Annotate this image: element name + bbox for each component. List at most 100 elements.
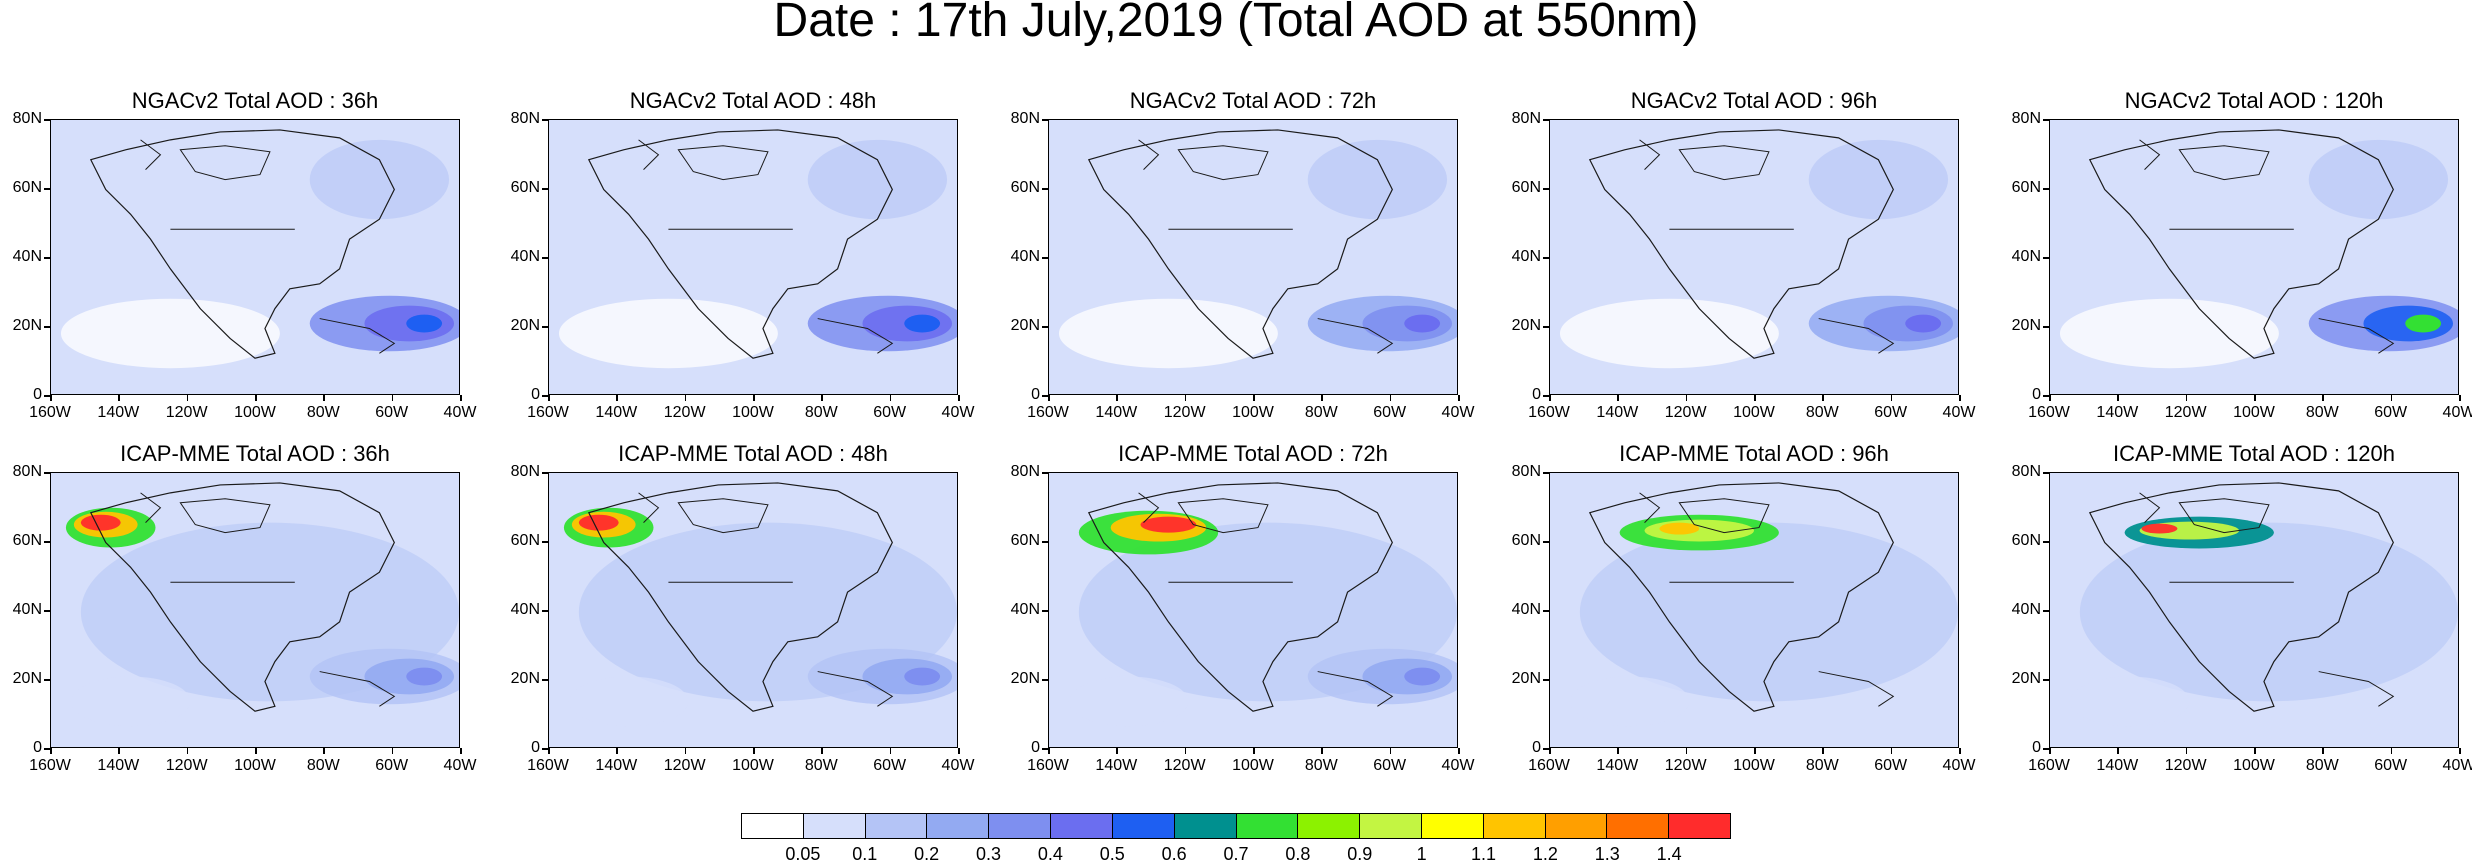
lon-tick xyxy=(1184,395,1187,401)
lat-tick xyxy=(542,748,548,750)
colorbar-swatch xyxy=(865,814,928,838)
lon-tick-label: 120W xyxy=(1664,757,1707,774)
lon-tick-label: 40W xyxy=(443,757,477,774)
lat-tick-label: 60N xyxy=(510,179,540,196)
colorbar-label: 1 xyxy=(1416,844,1427,864)
dust-plume-core xyxy=(904,314,941,333)
colorbar-label: 1.3 xyxy=(1594,844,1620,864)
lat-tick xyxy=(1543,326,1549,328)
lon-tick xyxy=(1685,395,1688,401)
lat-tick-label: 80N xyxy=(1511,463,1541,480)
moderate-aod-patch xyxy=(1579,522,1958,702)
panel-title: NGACv2 Total AOD : 72h xyxy=(1129,88,1377,113)
alaska-border xyxy=(2139,139,2161,170)
map-panel xyxy=(548,472,958,748)
colorbar-label: 0.6 xyxy=(1161,844,1187,864)
lat-tick-label: 80N xyxy=(510,110,540,127)
lat-tick-label: 20N xyxy=(510,317,540,334)
lon-tick-label: 100W xyxy=(1232,404,1274,421)
lat-tick-label: 20N xyxy=(510,670,540,687)
hudson-bay-outline xyxy=(179,145,271,181)
lat-tick-label: 60N xyxy=(12,179,42,196)
lat-tick xyxy=(1543,188,1549,190)
lon-tick xyxy=(1822,748,1824,754)
colorbar-swatch xyxy=(742,814,804,838)
coastline xyxy=(89,129,395,359)
lat-tick-label: 60N xyxy=(1511,532,1541,549)
lon-tick-label: 80W xyxy=(2305,404,2339,421)
lon-tick xyxy=(1549,748,1551,754)
moderate-aod-patch xyxy=(1808,139,1949,220)
lon-tick xyxy=(1959,748,1961,754)
map-panel xyxy=(1048,119,1458,395)
lon-tick xyxy=(753,748,755,754)
lon-tick-label: 40W xyxy=(941,404,975,421)
lon-tick xyxy=(1048,395,1050,401)
panel-title: NGACv2 Total AOD : 120h xyxy=(2124,88,2384,113)
lat-tick-label: 80N xyxy=(12,110,42,127)
lon-tick xyxy=(958,748,960,754)
alaska-border xyxy=(140,139,162,170)
lat-tick xyxy=(542,541,548,543)
lat-tick-label: 20N xyxy=(1010,317,1040,334)
lat-tick xyxy=(44,679,50,681)
lon-tick xyxy=(821,395,823,401)
smoke-plume-layer xyxy=(1140,516,1197,533)
colorbar-label: 0.9 xyxy=(1347,844,1373,864)
lat-tick-label: 60N xyxy=(1511,179,1541,196)
map-panel xyxy=(2049,119,2459,395)
lon-tick-label: 60W xyxy=(1874,757,1908,774)
clean-air-patch xyxy=(1058,298,1278,369)
lat-tick-label: 60N xyxy=(1010,532,1040,549)
lat-tick xyxy=(2043,610,2049,612)
lon-tick-label: 100W xyxy=(1733,757,1775,774)
caribbean-islands xyxy=(817,318,894,354)
lon-tick-label: 100W xyxy=(1232,757,1274,774)
lon-tick-label: 80W xyxy=(306,404,340,421)
lon-tick xyxy=(118,748,120,754)
lat-tick xyxy=(1042,188,1048,190)
alaska-border xyxy=(638,492,660,523)
lat-tick-label: 80N xyxy=(2011,463,2041,480)
caribbean-islands xyxy=(1818,671,1895,707)
colorbar-swatch xyxy=(1298,814,1361,838)
moderate-aod-patch xyxy=(2308,139,2449,220)
lon-tick xyxy=(50,395,52,401)
panel-title: ICAP-MME Total AOD : 48h xyxy=(618,441,888,466)
lat-tick xyxy=(1042,679,1048,681)
aod-field xyxy=(549,473,957,747)
lon-tick xyxy=(1685,748,1688,754)
lon-tick xyxy=(548,748,550,754)
hudson-bay-outline xyxy=(1177,498,1269,534)
lon-tick-label: 60W xyxy=(873,404,907,421)
caribbean-islands xyxy=(2318,318,2395,354)
lat-tick xyxy=(44,257,50,259)
lon-tick xyxy=(616,395,618,401)
dust-plume-core xyxy=(2405,314,2442,333)
alaska-border xyxy=(638,139,660,170)
lon-tick-label: 80W xyxy=(2305,757,2339,774)
lon-tick-label: 160W xyxy=(527,757,569,774)
caribbean-islands xyxy=(1818,318,1895,354)
lat-tick-label: 0 xyxy=(531,739,540,756)
lat-tick-label: 60N xyxy=(2011,179,2041,196)
lat-tick-label: 0 xyxy=(2032,386,2041,403)
lat-tick-label: 40N xyxy=(1010,248,1040,265)
colorbar-swatch xyxy=(1421,814,1484,838)
map-panel xyxy=(50,119,460,395)
lon-tick-label: 60W xyxy=(2374,757,2408,774)
lon-tick-label: 40W xyxy=(2442,757,2472,774)
low-aod-patch xyxy=(1569,676,1690,727)
lat-tick xyxy=(542,257,548,259)
lat-tick xyxy=(1543,395,1549,397)
alaska-border xyxy=(1639,492,1661,523)
lon-tick xyxy=(1754,748,1756,754)
coastline xyxy=(1087,129,1393,359)
lat-tick xyxy=(542,326,548,328)
lon-tick xyxy=(2185,748,2188,754)
aod-field xyxy=(1550,473,1958,747)
dust-plume-core xyxy=(406,314,443,333)
smoke-plume-layer xyxy=(578,514,619,531)
lat-tick-label: 60N xyxy=(510,532,540,549)
aod-field xyxy=(51,120,459,394)
